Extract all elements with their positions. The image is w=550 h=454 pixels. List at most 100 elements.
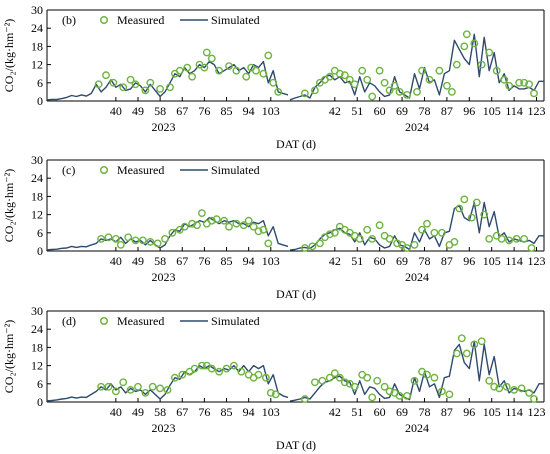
measured-point [97, 382, 106, 391]
x-tick-label: 85 [221, 405, 233, 419]
x-axis-label: DAT (d) [276, 287, 316, 301]
measured-point [467, 213, 476, 222]
y-tick-label: 6 [37, 76, 43, 90]
measured-point [527, 244, 536, 252]
measured-point [97, 234, 106, 243]
measured-point [505, 81, 513, 90]
measured-point [229, 361, 238, 370]
measured-point [330, 369, 339, 378]
measured-point [418, 66, 426, 75]
measured-point [350, 80, 359, 89]
chart-panel-1: 0 6 12 18 24 30 CO₂/(kg·hm⁻²) (b) Measured Simula… [2, 3, 546, 151]
measured-point [207, 54, 216, 63]
measured-point [410, 240, 419, 249]
measured-point [188, 72, 197, 81]
y-axis-label: CO₂/(kg·hm⁻²) [2, 320, 16, 393]
year-label: 2024 [405, 270, 429, 284]
measured-point [437, 387, 446, 396]
measured-point [124, 233, 133, 242]
measured-point [368, 393, 377, 402]
measured-point [477, 337, 486, 346]
x-tick-label: 42 [329, 254, 341, 268]
measured-point [104, 382, 113, 391]
measured-point [375, 66, 384, 75]
measured-point [310, 86, 319, 95]
measured-point [403, 391, 411, 400]
measured-point [525, 80, 533, 89]
x-tick-label: 51 [351, 405, 363, 419]
measured-point [190, 364, 199, 373]
measured-point [148, 382, 157, 391]
measured-point [146, 78, 155, 87]
measured-point [225, 62, 233, 70]
measured-point [242, 72, 251, 81]
measured-point [502, 382, 511, 391]
x-axis-label: DAT (d) [276, 438, 316, 452]
measured-point [395, 391, 404, 400]
x-tick-label: 76 [198, 104, 210, 118]
measured-point [340, 71, 349, 80]
measured-point [249, 222, 258, 231]
legend-measured-marker [99, 165, 109, 175]
measured-point [472, 198, 481, 207]
measured-point [244, 216, 253, 225]
measured-point [193, 221, 201, 230]
y-tick-label: 0 [37, 395, 43, 409]
y-tick-label: 0 [37, 244, 43, 258]
year-label: 2023 [152, 270, 176, 284]
x-axis-label: DAT (d) [276, 137, 316, 151]
measured-point [450, 237, 459, 246]
y-tick-label: 30 [31, 153, 43, 167]
measured-point [460, 42, 469, 51]
measured-point [442, 81, 451, 90]
measured-point [335, 373, 344, 382]
measured-point [141, 388, 150, 397]
measured-point [525, 388, 533, 397]
y-tick-label: 24 [31, 21, 43, 35]
x-tick-label: 67 [176, 254, 188, 268]
x-tick-label: 67 [176, 405, 188, 419]
measured-point [271, 390, 280, 399]
y-tick-label: 24 [31, 171, 43, 185]
measured-point [500, 75, 509, 84]
measured-point [455, 204, 464, 213]
x-tick-label: 123 [528, 405, 546, 419]
measured-point [138, 236, 147, 245]
x-tick-label: 51 [351, 104, 363, 118]
x-tick-label: 96 [463, 104, 475, 118]
x-tick-label: 96 [463, 254, 475, 268]
x-tick-label: 87 [441, 254, 453, 268]
measured-point [325, 230, 334, 239]
measured-point [492, 66, 501, 75]
x-tick-label: 49 [132, 254, 144, 268]
x-tick-label: 40 [110, 405, 122, 419]
y-tick-label: 12 [31, 359, 43, 373]
measured-point [308, 242, 317, 251]
measured-point [212, 215, 221, 224]
measured-point [119, 378, 128, 387]
measured-point [269, 78, 278, 87]
measured-point [141, 86, 150, 95]
y-tick-label: 12 [31, 58, 43, 72]
measured-point [200, 63, 209, 72]
measured-point [161, 234, 169, 243]
measured-point [119, 83, 128, 92]
x-tick-label: 58 [154, 254, 166, 268]
measured-point [530, 89, 538, 98]
measured-point [363, 225, 372, 234]
measured-point [166, 83, 174, 92]
measured-point [134, 382, 142, 391]
measured-point [505, 236, 513, 245]
measured-point [515, 78, 523, 87]
measured-point [94, 80, 103, 89]
x-tick-label: 123 [528, 254, 546, 268]
measured-point [380, 78, 389, 87]
measured-point [259, 225, 268, 234]
simulated-line-2023 [46, 60, 289, 101]
x-tick-label: 114 [505, 254, 523, 268]
x-tick-label: 69 [396, 254, 408, 268]
measured-point [126, 75, 135, 84]
measured-point [109, 78, 118, 87]
measured-point [368, 234, 377, 243]
measured-point [462, 349, 471, 358]
